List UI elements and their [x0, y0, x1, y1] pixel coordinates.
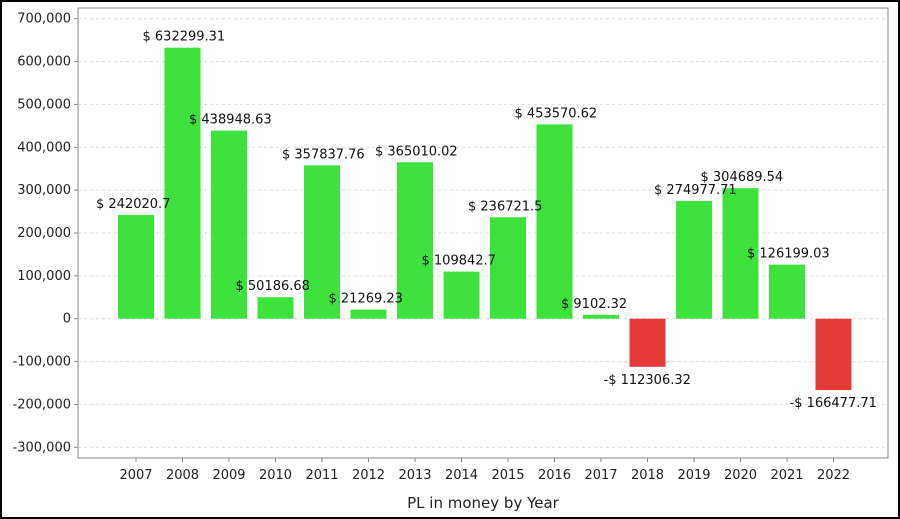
x-tick-label: 2018 [631, 468, 664, 483]
x-tick-label: 2014 [445, 468, 478, 483]
data-labels: $ 242020.7 $ 632299.31 $ 438948.63 $ 50186.… [96, 30, 877, 411]
data-label: $ 304689.54 [701, 170, 784, 185]
x-tick-label: 2011 [305, 468, 338, 483]
x-tick-label: 2013 [398, 468, 431, 483]
data-label: -$ 112306.32 [604, 373, 691, 388]
bar [118, 214, 154, 319]
bar [164, 47, 201, 319]
x-tick-label: 2016 [538, 468, 571, 483]
data-label: $ 453570.62 [515, 106, 598, 121]
y-axis: 700,000 600,000 500,000 400,000 300,000 200,0… [13, 12, 78, 455]
bars [118, 47, 852, 391]
x-tick-label: 2007 [119, 468, 152, 483]
x-axis-title: PL in money by Year [407, 494, 560, 512]
x-tick-label: 2015 [491, 468, 524, 483]
bar [443, 271, 480, 319]
data-label: $ 236721.5 [468, 199, 542, 214]
data-label: $ 21269.23 [329, 292, 403, 307]
x-tick-label: 2012 [352, 468, 385, 483]
bar [769, 264, 805, 319]
data-label: $ 357837.76 [282, 147, 365, 162]
y-tick-label: 500,000 [17, 97, 71, 112]
data-label: $ 242020.7 [96, 197, 170, 212]
bar [676, 200, 712, 319]
y-tick-label: 700,000 [17, 12, 71, 27]
data-label: $ 438948.63 [189, 113, 272, 128]
data-label: -$ 166477.71 [790, 396, 877, 411]
y-tick-label: 600,000 [17, 55, 71, 70]
bar [583, 314, 619, 319]
bar [629, 318, 666, 367]
bar [257, 297, 294, 319]
bar [304, 165, 340, 319]
x-tick-label: 2017 [584, 468, 617, 483]
y-tick-label: 400,000 [17, 140, 71, 155]
y-tick-label: -200,000 [13, 397, 71, 412]
data-label: $ 365010.02 [375, 144, 458, 159]
y-tick-label: 0 [63, 312, 71, 327]
y-tick-label: -300,000 [13, 440, 71, 455]
x-tick-label: 2019 [677, 468, 710, 483]
bar [397, 162, 433, 319]
data-label: $ 126199.03 [747, 247, 830, 262]
data-label: $ 632299.31 [143, 30, 226, 45]
data-label: $ 50186.68 [236, 279, 310, 294]
data-label: $ 109842.7 [422, 254, 496, 269]
x-tick-label: 2010 [259, 468, 292, 483]
y-tick-label: 200,000 [17, 226, 71, 241]
x-axis: 2007 2008 2009 2010 2011 2012 2013 2014 2015 2016… [119, 458, 850, 483]
x-tick-label: 2020 [724, 468, 757, 483]
data-label: $ 9102.32 [561, 297, 627, 312]
x-tick-label: 2008 [166, 468, 199, 483]
bar [536, 124, 573, 319]
x-tick-label: 2021 [770, 468, 803, 483]
y-tick-label: 100,000 [17, 269, 71, 284]
x-tick-label: 2009 [212, 468, 245, 483]
y-tick-label: -100,000 [13, 355, 71, 370]
x-tick-label: 2022 [817, 468, 850, 483]
bar [350, 309, 387, 319]
data-label: $ 274977.71 [654, 183, 737, 198]
bar [490, 217, 526, 319]
bar [815, 318, 852, 391]
bar [211, 130, 247, 319]
bar [722, 188, 759, 319]
y-tick-label: 300,000 [17, 183, 71, 198]
